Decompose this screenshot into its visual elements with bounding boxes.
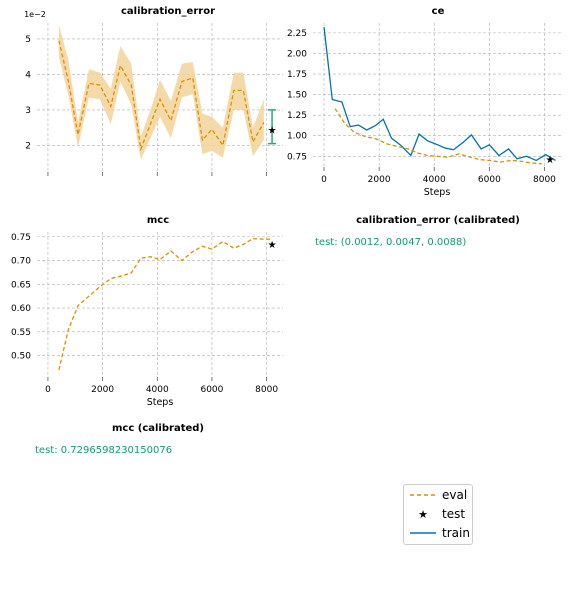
train-series-line	[323, 27, 556, 162]
legend-test-swatch: ★	[418, 508, 428, 521]
y-tick-label: 0.75	[287, 152, 307, 162]
y-tick-label: 4	[25, 70, 31, 80]
eval-series-line	[58, 40, 265, 152]
mcc-calibrated-title: mcc (calibrated)	[112, 423, 204, 434]
calibration-error-title: calibration_error	[120, 6, 215, 17]
test-point-star: ★	[268, 125, 277, 136]
calibration-error-calibrated-test-text: test: (0.0012, 0.0047, 0.0088)	[315, 237, 467, 248]
y-tick-label: 2	[25, 141, 31, 151]
x-tick-label: 0	[45, 385, 51, 395]
test-point-star: ★	[268, 240, 277, 251]
y-tick-label: 0.70	[11, 257, 31, 267]
y-tick-label: 3	[25, 106, 31, 116]
y-tick-label: 0.60	[11, 304, 31, 314]
calibration-error-chart: 2 3 4 5 1e−2 ★	[24, 10, 283, 176]
calibration-error-calibrated-title: calibration_error (calibrated)	[356, 215, 520, 226]
y-tick-label: 2.25	[287, 29, 307, 39]
x-tick-label: 2000	[91, 385, 114, 395]
mcc-title: mcc	[146, 215, 170, 226]
eval-confidence-band	[58, 24, 264, 160]
x-tick-label: 6000	[478, 175, 501, 185]
x-tick-label: 2000	[368, 175, 391, 185]
y-tick-label: 1.50	[287, 91, 307, 101]
legend-markers: ★	[410, 494, 436, 534]
mcc-chart: 0 2000 4000 6000 8000 0.50 0.55 0.60 0.65 0.70 0.7…	[11, 232, 283, 408]
y-tick-label: 1.00	[287, 132, 307, 142]
y-tick-label: 1.75	[287, 70, 307, 80]
x-tick-label: 0	[321, 175, 327, 185]
x-tick-label: 8000	[533, 175, 556, 185]
x-axis-label: Steps	[424, 187, 451, 198]
y-tick-label: 5	[25, 35, 31, 45]
x-tick-label: 4000	[146, 385, 169, 395]
eval-series-line	[334, 108, 542, 165]
y-multiplier-label: 1e−2	[24, 10, 46, 19]
ce-title: ce	[431, 6, 445, 17]
legend-test-label: test	[442, 507, 466, 521]
y-tick-label: 2.00	[287, 49, 307, 59]
y-tick-label: 0.50	[11, 352, 31, 362]
y-tick-label: 0.55	[11, 328, 31, 338]
x-axis-label: Steps	[147, 397, 174, 408]
x-tick-label: 4000	[423, 175, 446, 185]
y-tick-label: 0.65	[11, 280, 31, 290]
y-tick-label: 0.75	[11, 233, 31, 243]
test-point-star: ★	[545, 155, 554, 166]
legend: ★ eval test train	[403, 484, 473, 545]
mcc-calibrated-test-text: test: 0.7296598230150076	[35, 445, 173, 456]
eval-series-line	[58, 237, 273, 371]
ce-chart: 0 2000 4000 6000 8000 0.75 1.00 1.25 1.50 1.75 2.0…	[287, 23, 561, 198]
y-tick-label: 1.25	[287, 111, 307, 121]
legend-train-label: train	[442, 526, 470, 540]
x-tick-label: 8000	[255, 385, 278, 395]
x-tick-label: 6000	[200, 385, 223, 395]
legend-eval-label: eval	[442, 488, 468, 502]
